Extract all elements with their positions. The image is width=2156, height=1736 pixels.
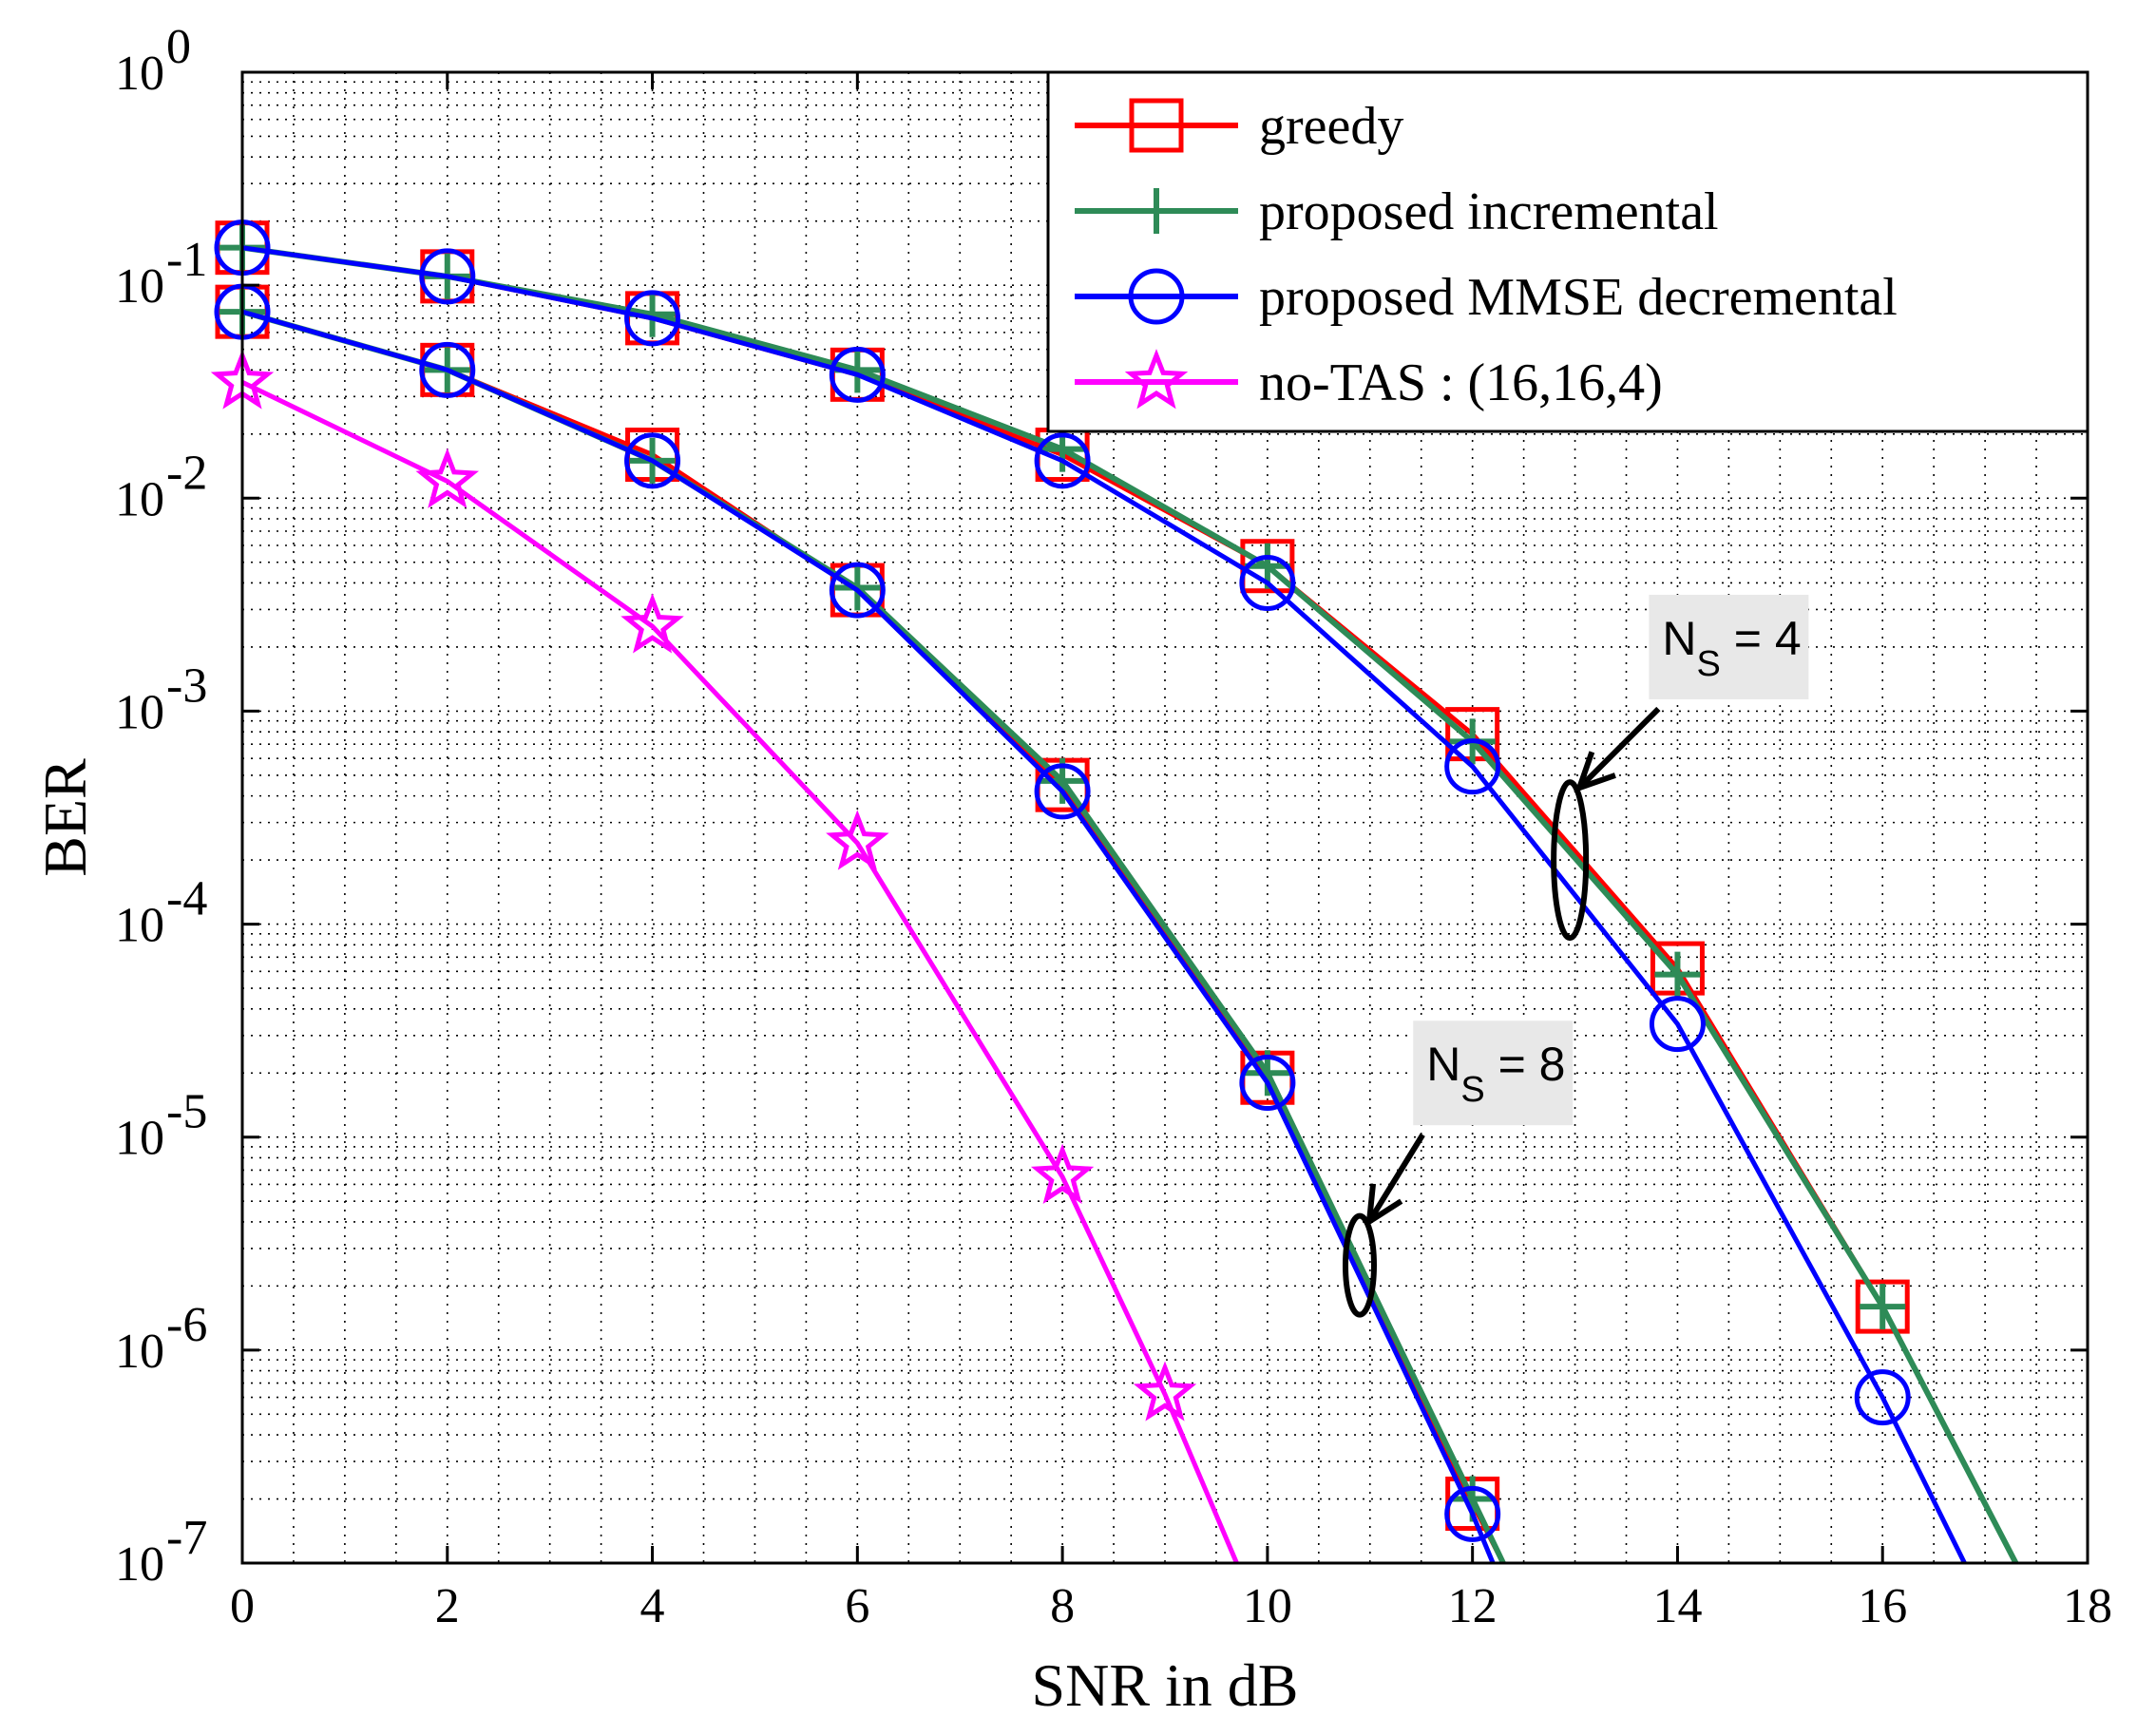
data-point-circle <box>419 248 476 305</box>
legend-entry: no-TAS : (16,16,4) <box>1075 349 1663 412</box>
annotation-arrow <box>1577 706 1661 791</box>
x-tick-label: 8 <box>1050 1579 1075 1633</box>
annotation-label-box <box>1413 1021 1574 1126</box>
annotation-arrowhead <box>1574 751 1616 792</box>
data-point-star <box>826 810 889 870</box>
x-tick-label: 0 <box>230 1579 255 1633</box>
legend-label: proposed MMSE decremental <box>1259 268 1898 327</box>
annotation-group: NS = 4 <box>1551 594 1809 942</box>
series-line <box>241 245 1967 1565</box>
data-point-circle <box>419 341 476 398</box>
annotation-label-box <box>1649 594 1809 699</box>
y-tick-exponent: -2 <box>166 446 207 500</box>
annotation-layer: NS = 4 NS = 8 <box>1342 594 1809 1318</box>
legend-entry: proposed incremental <box>1075 182 1719 241</box>
data-point-circle <box>1034 763 1091 820</box>
data-point-circle <box>624 432 681 489</box>
series-Ns=8-circle <box>214 283 1501 1564</box>
x-tick-label: 6 <box>845 1579 869 1633</box>
series-line <box>240 380 1239 1564</box>
data-point-circle <box>1649 996 1706 1053</box>
y-tick-label: 10 <box>115 47 164 101</box>
data-point-circle <box>1444 1485 1501 1542</box>
x-tick-label: 2 <box>435 1579 460 1633</box>
data-point-circle <box>624 290 681 347</box>
legend-marker-plus <box>1134 188 1179 234</box>
data-point-circle <box>829 562 886 619</box>
data-point-circle <box>1854 1369 1911 1426</box>
annotation-label: NS = 4 <box>1662 612 1801 684</box>
y-tick-label: 10 <box>115 1325 164 1379</box>
x-tick-label: 16 <box>1858 1579 1907 1633</box>
y-tick-exponent: 0 <box>166 20 191 74</box>
legend-entry: greedy <box>1075 97 1403 156</box>
x-tick-label: 18 <box>2063 1579 2112 1633</box>
data-point-plus <box>1654 951 1701 998</box>
data-point-circle <box>829 346 886 403</box>
annotation-arrow <box>1366 1133 1425 1224</box>
legend-label: no-TAS : (16,16,4) <box>1259 353 1663 412</box>
annotation-ellipse <box>1551 779 1590 942</box>
y-tick-exponent: -5 <box>166 1085 207 1139</box>
legend: greedy proposed incremental proposed MMSE … <box>1046 70 2089 433</box>
data-point-plus <box>1860 1284 1906 1330</box>
annotation-label: NS = 8 <box>1426 1038 1565 1110</box>
y-tick-label: 10 <box>115 1537 164 1592</box>
annotation-arrowhead <box>1365 1183 1403 1228</box>
y-tick-label: 10 <box>115 472 164 526</box>
y-tick-exponent: -6 <box>166 1298 207 1352</box>
data-point-star <box>620 593 684 654</box>
legend-entry: proposed MMSE decremental <box>1075 268 1898 327</box>
data-point-circle <box>1239 1054 1296 1111</box>
legend-marker-square <box>1129 98 1184 153</box>
legend-box <box>1046 70 2089 433</box>
x-tick-label: 14 <box>1652 1579 1702 1633</box>
data-point-star <box>415 448 480 508</box>
y-tick-label: 10 <box>115 685 164 739</box>
data-point-star <box>1030 1143 1095 1204</box>
y-tick-label: 10 <box>115 259 164 314</box>
x-axis-label: SNR in dB <box>1032 1651 1299 1719</box>
data-point-square <box>1855 1279 1910 1334</box>
annotation-group: NS = 8 <box>1342 1021 1574 1318</box>
x-tick-label: 10 <box>1243 1579 1292 1633</box>
annotation-ellipse <box>1342 1212 1377 1318</box>
data-point-circle <box>1034 432 1091 489</box>
y-tick-label: 10 <box>115 899 164 953</box>
data-point-circle <box>1239 554 1296 611</box>
data-point-circle <box>1444 738 1501 795</box>
legend-label: proposed incremental <box>1259 182 1719 241</box>
data-point-star <box>1133 1361 1197 1421</box>
series-line <box>241 309 1496 1564</box>
legend-label: greedy <box>1259 97 1403 156</box>
legend-marker-star <box>1124 349 1189 410</box>
y-tick-exponent: -7 <box>166 1511 207 1565</box>
y-axis-label: BER <box>31 758 99 877</box>
y-tick-exponent: -1 <box>166 233 207 287</box>
legend-marker-circle <box>1128 268 1185 325</box>
y-tick-exponent: -3 <box>166 658 207 713</box>
y-tick-exponent: -4 <box>166 872 207 926</box>
x-tick-label: 4 <box>640 1579 665 1633</box>
x-tick-label: 12 <box>1448 1579 1498 1633</box>
y-tick-label: 10 <box>115 1112 164 1166</box>
series-layer <box>210 219 2019 1565</box>
